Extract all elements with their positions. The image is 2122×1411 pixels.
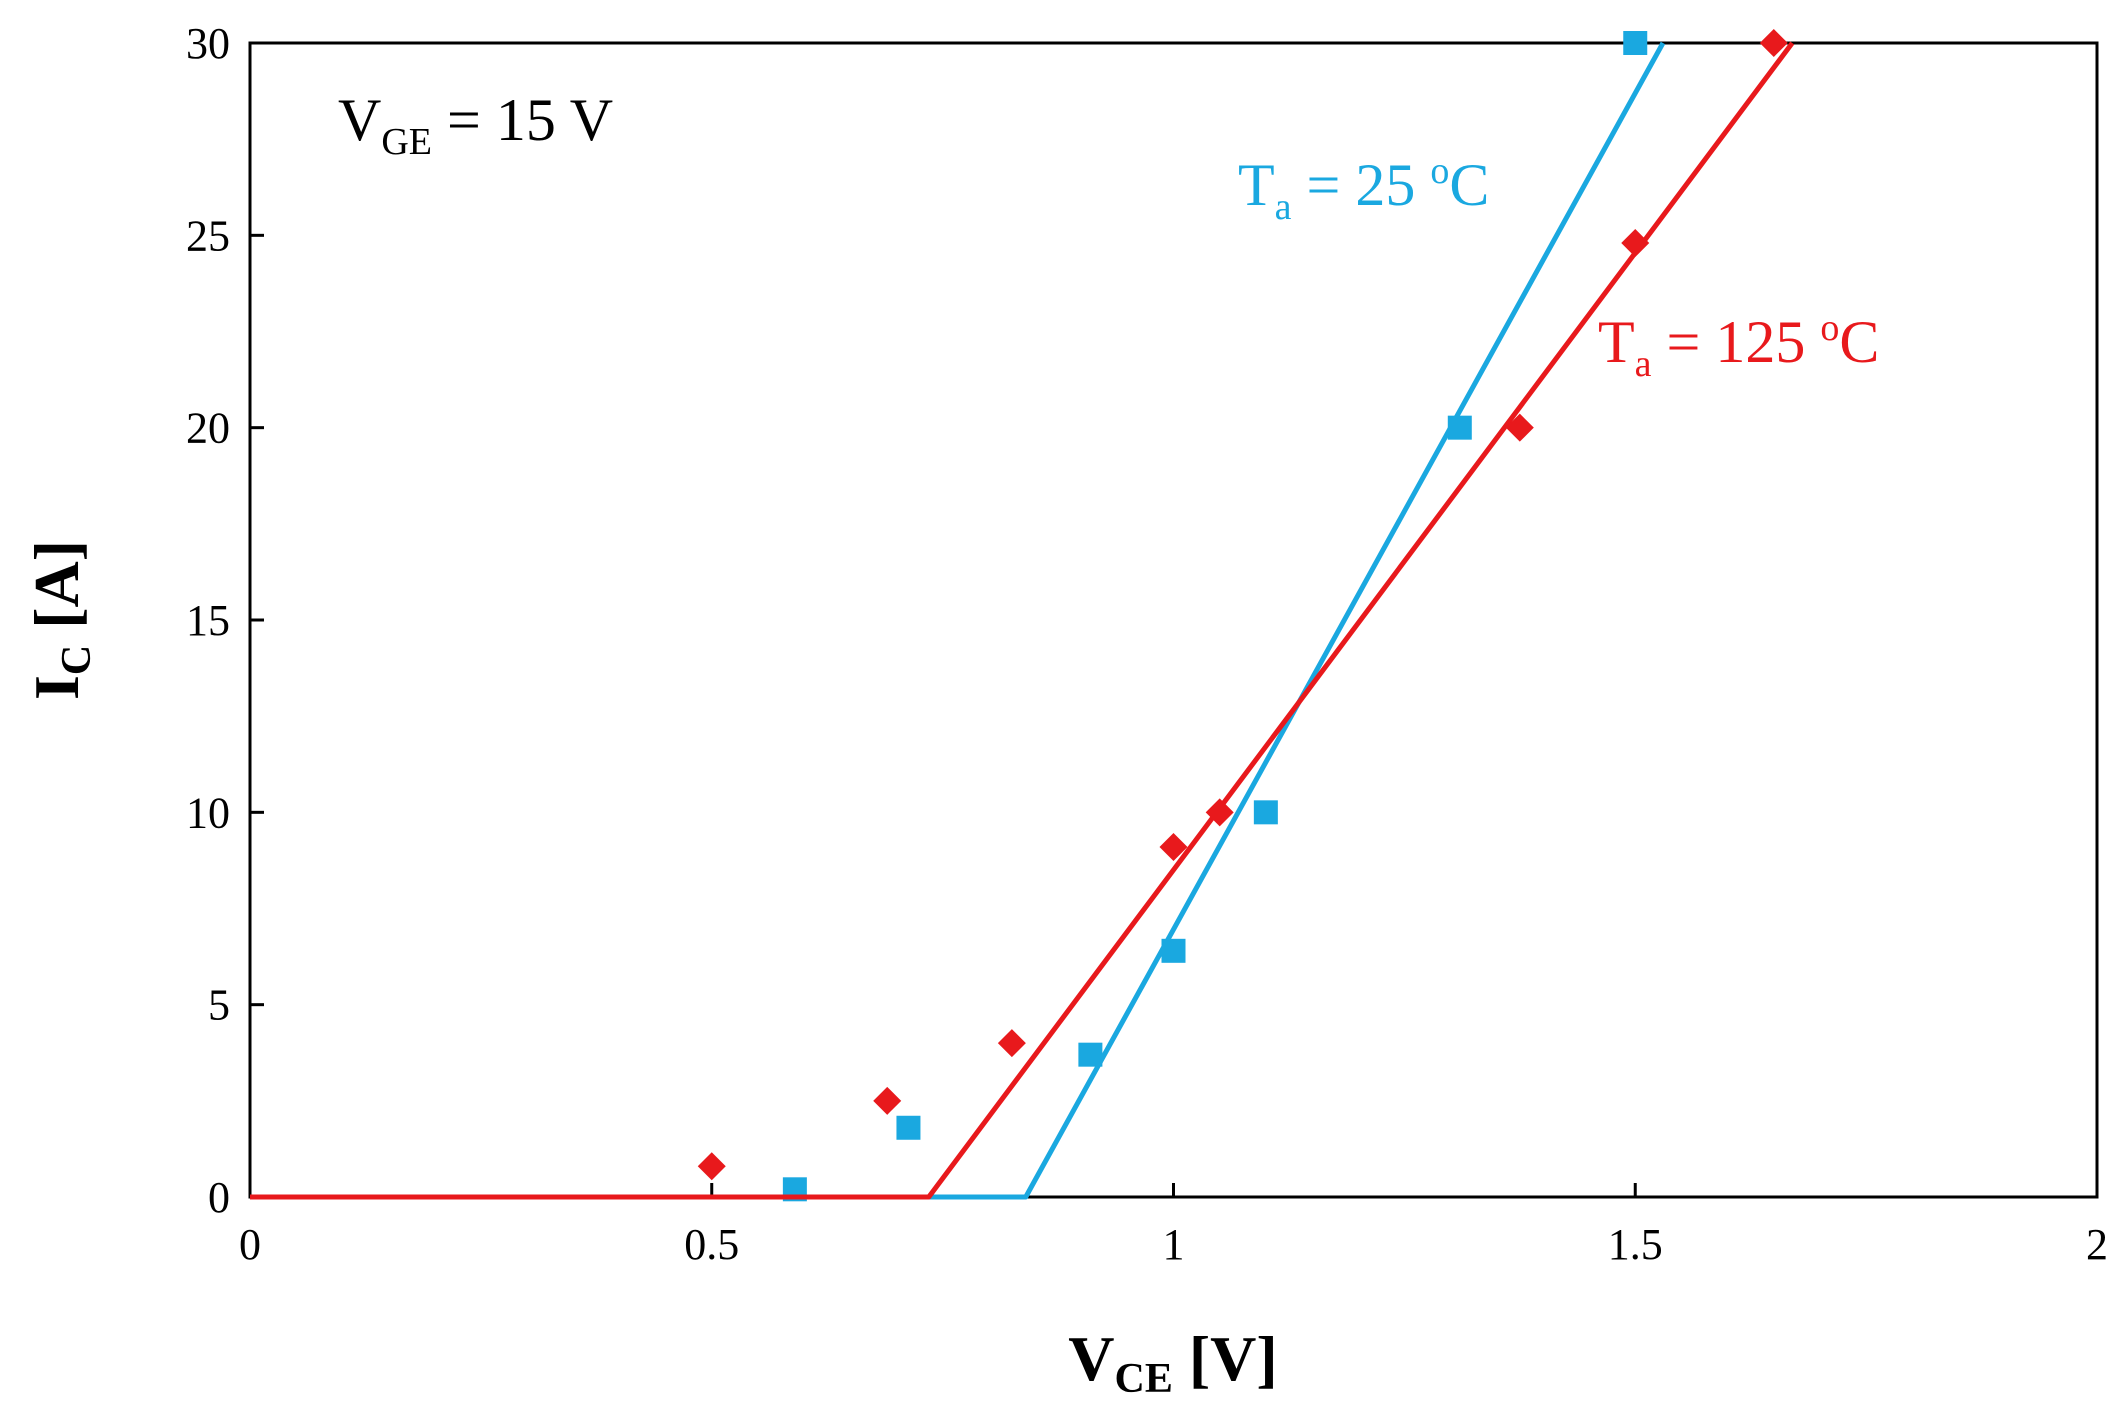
y-tick-label: 25 — [186, 211, 230, 260]
data-point-diamond — [1621, 229, 1650, 258]
x-tick-label: 1.5 — [1608, 1220, 1663, 1269]
data-point-diamond — [1205, 798, 1234, 827]
data-point-square — [1447, 415, 1472, 440]
data-point-square — [1078, 1042, 1103, 1067]
y-tick-label: 0 — [208, 1173, 230, 1222]
data-point-diamond — [1505, 413, 1534, 442]
x-tick-label: 1 — [1163, 1220, 1185, 1269]
y-tick-label: 15 — [186, 596, 230, 645]
data-point-diamond — [1159, 832, 1188, 861]
series-1 — [250, 29, 1795, 1200]
data-point-diamond — [697, 1152, 726, 1181]
series-label-25c: Ta = 25 oC — [1238, 150, 1489, 228]
y-axis-ticks: 0 5 10 15 20 25 30 — [186, 19, 264, 1222]
x-axis-ticks: 0 0.5 1 1.5 2 — [239, 1183, 2108, 1269]
y-tick-label: 30 — [186, 19, 230, 68]
data-point-square — [896, 1115, 921, 1140]
data-point-square — [1161, 938, 1186, 963]
series-layer — [250, 29, 1795, 1202]
data-point-diamond — [1759, 29, 1788, 57]
x-axis-title: VCE [V] — [1068, 1323, 1277, 1402]
series-label-125c: Ta = 125 oC — [1598, 307, 1879, 385]
data-point-square — [1623, 31, 1648, 55]
data-point-diamond — [873, 1086, 902, 1115]
data-point-square — [1253, 800, 1278, 825]
gate-voltage-annotation: VGE = 15 V — [338, 87, 613, 163]
y-axis-title: IC [A] — [21, 540, 100, 700]
x-tick-label: 0 — [239, 1220, 261, 1269]
data-point-diamond — [997, 1029, 1026, 1058]
y-tick-label: 5 — [208, 981, 230, 1030]
y-tick-label: 10 — [186, 788, 230, 837]
x-tick-label: 2 — [2086, 1220, 2108, 1269]
fit-line — [250, 41, 1795, 1200]
x-tick-label: 0.5 — [684, 1220, 739, 1269]
plot-area-frame — [248, 41, 2099, 1199]
y-tick-label: 20 — [186, 404, 230, 453]
